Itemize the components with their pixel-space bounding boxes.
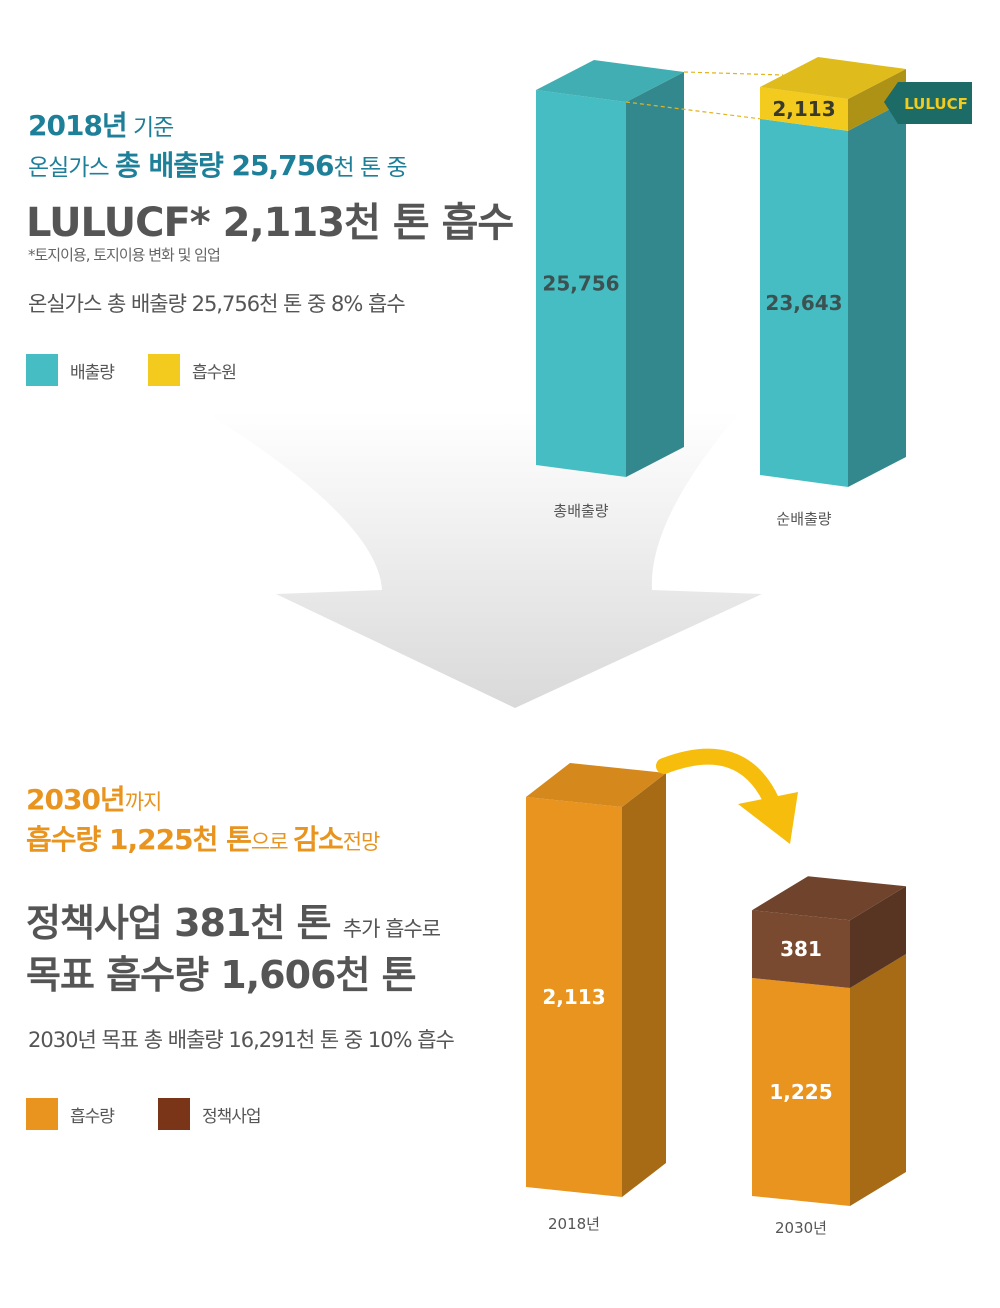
category-label: 순배출량 xyxy=(776,510,831,528)
bar-segment-side xyxy=(848,100,906,488)
bar-segment-side xyxy=(622,773,666,1197)
connector-line-top xyxy=(683,71,784,76)
legend-swatch xyxy=(158,1098,190,1130)
bar-top-face xyxy=(526,763,666,807)
callout-tag-shape xyxy=(884,82,972,124)
bottom-summary: 2030년 목표 총 배출량 16,291천 톤 중 10% 흡수 xyxy=(28,1028,455,1052)
bar-bot-0: 2,113 xyxy=(526,763,666,1197)
data-label: 2,113 xyxy=(542,985,605,1009)
bar-segment-front xyxy=(536,90,626,477)
data-label: 1,225 xyxy=(769,1080,832,1104)
callout-label: LULUCF xyxy=(904,95,968,113)
bar-segment-front xyxy=(752,910,850,988)
bar-segment-front xyxy=(760,87,848,131)
bot-head1-b: 추가 흡수로 xyxy=(342,917,441,941)
data-label: 25,756 xyxy=(542,272,619,296)
bar-segment-front xyxy=(526,797,622,1197)
bottom-headline-2: 목표 흡수량 1,606천 톤 xyxy=(26,953,417,997)
legend-label: 흡수원 xyxy=(192,362,237,383)
bot-head1-a: 정책사업 381천 톤 xyxy=(26,901,343,945)
data-label: 2,113 xyxy=(772,97,835,121)
legend-swatch xyxy=(26,354,58,386)
top-line2-b: 총 배출량 25,756 xyxy=(114,149,335,182)
top-legend-sink: 흡수원 xyxy=(148,354,237,386)
top-headline: LULUCF* 2,113천 톤 흡수 xyxy=(26,200,514,246)
bar-bot-1: 1,225 381 xyxy=(752,876,906,1206)
legend-label: 정책사업 xyxy=(202,1106,262,1127)
top-basis: 기준 xyxy=(126,115,174,141)
bottom-chart: 2,113 2018년 1,225 381 2030년 xyxy=(526,748,906,1237)
bar-segment-side xyxy=(848,69,906,131)
legend-label: 흡수량 xyxy=(70,1106,115,1127)
bottom-year-heading: 2030년까지 xyxy=(26,778,163,818)
bot-line1-a: 2030년 xyxy=(26,783,126,816)
top-chart: 25,756 총배출량 23,643 2,113 순배출량 LULUCF xyxy=(536,57,972,528)
bar-top-face xyxy=(752,876,906,921)
connector-line-bottom xyxy=(625,101,761,120)
bot-line2-b: 으로 xyxy=(250,830,294,854)
legend-label: 배출량 xyxy=(70,362,115,383)
bar-segment-front xyxy=(760,118,848,488)
bottom-headline-1: 정책사업 381천 톤 추가 흡수로 xyxy=(26,892,441,947)
bar-segment-side xyxy=(850,886,906,988)
bot-line2-d: 전망 xyxy=(342,830,381,854)
legend-swatch xyxy=(148,354,180,386)
top-legend-emission: 배출량 xyxy=(26,354,115,386)
bottom-legend-policy: 정책사업 xyxy=(158,1098,262,1130)
legend-swatch xyxy=(26,1098,58,1130)
curved-arrow-shaft xyxy=(656,748,780,810)
curved-arrow-head xyxy=(738,792,798,844)
top-year: 2018년 xyxy=(28,109,128,142)
data-label: 23,643 xyxy=(765,291,842,315)
top-year-heading: 2018년 기준 xyxy=(28,104,174,144)
top-summary: 온실가스 총 배출량 25,756천 톤 중 8% 흡수 xyxy=(28,292,406,316)
lulucf-callout: LULUCF xyxy=(884,82,972,124)
bot-line2-a: 흡수량 1,225천 톤 xyxy=(26,823,252,856)
bar-segment-front xyxy=(752,978,850,1206)
category-label: 2030년 xyxy=(775,1219,827,1237)
bot-line2-c: 감소 xyxy=(293,823,344,856)
bar-top-0: 25,756 xyxy=(536,60,684,477)
bot-line1-b: 까지 xyxy=(124,790,163,814)
bottom-forecast-heading: 흡수량 1,225천 톤으로 감소전망 xyxy=(26,818,381,858)
bar-segment-side xyxy=(850,954,906,1206)
top-footnote: *토지이용, 토지이용 변화 및 임업 xyxy=(28,246,221,264)
bar-top-face xyxy=(760,57,906,99)
category-label: 2018년 xyxy=(548,1215,600,1233)
bar-top-1: 23,643 2,113 xyxy=(760,57,906,488)
category-label: 총배출량 xyxy=(553,502,608,520)
bottom-legend-absorption: 흡수량 xyxy=(26,1098,115,1130)
bar-segment-side xyxy=(626,72,684,477)
bar-top-face xyxy=(536,60,684,102)
top-line2-a: 온실가스 xyxy=(28,155,115,181)
top-emission-heading: 온실가스 총 배출량 25,756천 톤 중 xyxy=(28,144,408,184)
top-line2-c: 천 톤 중 xyxy=(333,155,408,181)
data-label: 381 xyxy=(780,937,822,961)
